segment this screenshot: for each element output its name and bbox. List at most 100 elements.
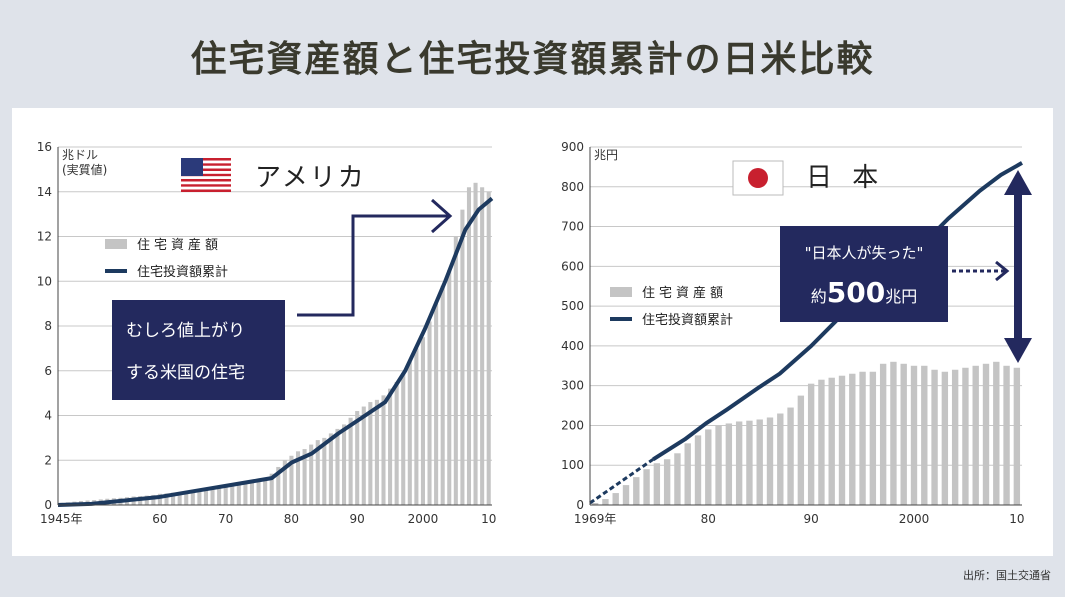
- flag-stripe: [181, 178, 231, 182]
- bar: [766, 417, 774, 505]
- bar: [900, 363, 907, 505]
- x-tick-label: 60: [152, 512, 167, 526]
- flag-stripe: [181, 173, 231, 177]
- dotted-pointer-head: [995, 260, 1010, 282]
- y-tick-label: 16: [37, 140, 52, 154]
- bar: [151, 494, 156, 505]
- bar: [342, 424, 347, 505]
- bar: [295, 451, 301, 505]
- us-flag-icon: [181, 158, 231, 192]
- flag-stripe: [181, 184, 231, 187]
- flag-sun: [748, 168, 768, 188]
- bar: [951, 369, 959, 505]
- bar: [335, 428, 340, 505]
- bar: [735, 421, 743, 505]
- bar: [407, 361, 412, 505]
- flag-canton: [181, 158, 203, 176]
- bar: [622, 485, 630, 505]
- bar: [1003, 365, 1010, 505]
- bar: [269, 473, 274, 505]
- bar: [401, 372, 406, 505]
- flag-stripe: [181, 171, 231, 174]
- flag-stripe: [181, 165, 231, 169]
- bar: [466, 187, 472, 505]
- country-label: 日 本: [806, 163, 884, 193]
- bar: [756, 419, 763, 505]
- japan-chart: 0 100 200 300 400 500 600 700 800 900 1969年 80 90 200…: [561, 140, 1032, 526]
- bar: [694, 435, 702, 505]
- legend-bar-label: 住宅資産額: [642, 285, 727, 301]
- bar: [157, 493, 162, 505]
- bar: [368, 402, 373, 505]
- bar: [164, 493, 169, 505]
- y-tick-label: 700: [561, 220, 584, 234]
- bar: [420, 337, 425, 505]
- y-tick-label: 200: [561, 418, 584, 432]
- flag-stripe: [181, 181, 231, 185]
- bar: [746, 420, 753, 505]
- bar: [388, 388, 393, 505]
- bar: [797, 395, 805, 505]
- bar: [653, 463, 661, 505]
- x-tick-label: 2000: [899, 512, 930, 526]
- x-tick-label: 2000: [408, 512, 439, 526]
- bar: [1013, 367, 1021, 505]
- y-tick-label: 0: [44, 498, 52, 512]
- bar: [203, 488, 208, 505]
- amount-unit: 兆円: [885, 287, 917, 306]
- bar: [447, 270, 452, 505]
- y-tick-label: 400: [561, 339, 584, 353]
- flag-stripe: [181, 186, 231, 190]
- x-tick-label: 10: [481, 512, 496, 526]
- bar: [931, 369, 938, 505]
- annotation-text: むしろ値上がり: [126, 321, 245, 341]
- annotation-quote: "日本人が失った": [805, 244, 924, 262]
- y-tick-label: 14: [37, 185, 52, 199]
- bar: [210, 488, 215, 505]
- legend-bar-swatch: [610, 287, 632, 297]
- japan-flag-icon: [732, 160, 784, 196]
- bar: [184, 491, 189, 505]
- flag-stripe: [181, 160, 231, 164]
- bar: [309, 444, 314, 505]
- double-arrow-head-bottom: [1004, 338, 1032, 363]
- source-note: 出所：国土交通省: [963, 569, 1051, 582]
- bar: [962, 367, 969, 505]
- bar: [460, 209, 465, 505]
- y-tick-label: 600: [561, 259, 584, 273]
- bar: [633, 477, 640, 505]
- annotation-arrowhead: [431, 198, 453, 234]
- y-tick-label: 300: [561, 379, 584, 393]
- bar: [777, 413, 784, 505]
- bar: [879, 363, 887, 505]
- flag-stripe: [181, 163, 231, 166]
- unit-label: (実質値): [62, 162, 107, 177]
- bar: [302, 449, 307, 505]
- bar: [171, 492, 176, 505]
- bar: [217, 487, 222, 505]
- annotation-box: [780, 226, 948, 322]
- y-tick-label: 6: [44, 364, 52, 378]
- bar: [263, 478, 268, 505]
- unit-label: 兆ドル: [62, 148, 98, 162]
- bar: [787, 407, 794, 505]
- annotation-text: する米国の住宅: [126, 363, 245, 383]
- bar: [434, 303, 439, 505]
- bar: [612, 493, 619, 505]
- bar: [440, 285, 445, 505]
- x-tick-label: 80: [284, 512, 299, 526]
- amount-value: 500: [827, 276, 885, 309]
- unit-label: 兆円: [594, 148, 618, 162]
- x-tick-label: 90: [804, 512, 819, 526]
- legend-line-label: 住宅投資額累計: [642, 312, 733, 328]
- bar: [243, 482, 248, 505]
- legend-bar-swatch: [105, 239, 127, 249]
- bar: [869, 371, 877, 505]
- bar: [602, 499, 609, 505]
- y-tick-label: 8: [44, 319, 52, 333]
- double-arrow-head-top: [1004, 170, 1032, 195]
- bar: [982, 363, 990, 505]
- bar: [348, 417, 353, 505]
- bar: [838, 375, 846, 505]
- bar: [849, 373, 856, 505]
